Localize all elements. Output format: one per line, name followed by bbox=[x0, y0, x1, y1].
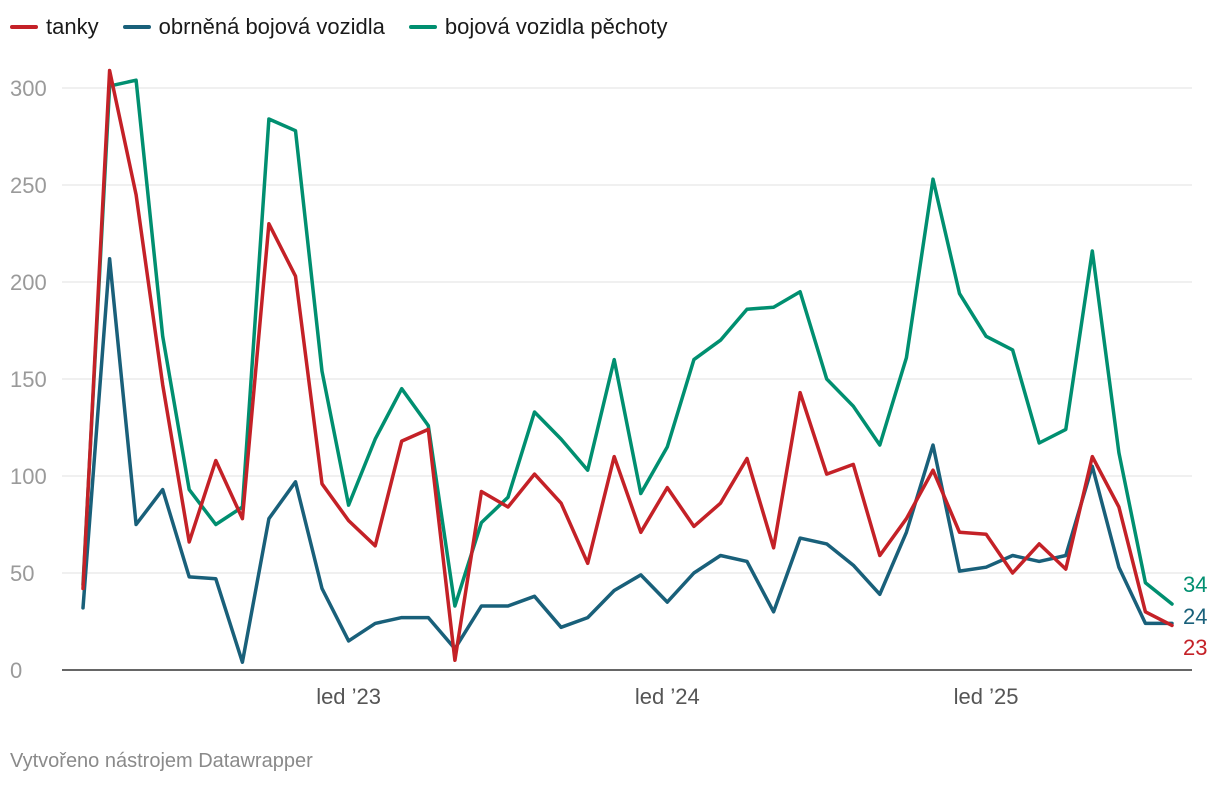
x-axis: led ’23 led ’24 led ’25 bbox=[316, 684, 1018, 709]
series-lines bbox=[81, 68, 1174, 664]
y-tick-label-100: 100 bbox=[10, 464, 47, 489]
credit-text: Vytvořeno nástrojem Datawrapper bbox=[10, 750, 313, 772]
legend-label-tanky: tanky bbox=[46, 14, 99, 39]
y-tick-label-150: 150 bbox=[10, 367, 47, 392]
end-label-2: 34 bbox=[1183, 572, 1207, 597]
legend-item-tanky: tanky bbox=[10, 14, 99, 40]
end-label-1: 24 bbox=[1183, 604, 1207, 629]
chart-legend: tanky obrněná bojová vozidla bojová vozi… bbox=[10, 14, 667, 40]
end-label-0: 23 bbox=[1183, 635, 1207, 660]
legend-swatch-obrnena bbox=[122, 25, 151, 29]
y-tick-label-0: 0 bbox=[10, 658, 22, 683]
legend-item-obrnena: obrněná bojová vozidla bbox=[122, 14, 385, 40]
y-tick-label-250: 250 bbox=[10, 173, 47, 198]
legend-swatch-pechoty bbox=[408, 25, 437, 29]
y-tick-label-50: 50 bbox=[10, 561, 34, 586]
series-line-2 bbox=[81, 78, 1174, 608]
grid-lines bbox=[62, 87, 1192, 671]
y-tick-label-200: 200 bbox=[10, 270, 47, 295]
y-tick-label-300: 300 bbox=[10, 76, 47, 101]
legend-label-obrnena: obrněná bojová vozidla bbox=[158, 14, 385, 39]
legend-item-pechoty: bojová vozidla pěchoty bbox=[408, 14, 668, 40]
x-tick-label-1: led ’24 bbox=[635, 684, 700, 709]
y-axis: 0 50 100 150 200 250 300 bbox=[10, 76, 47, 683]
legend-label-pechoty: bojová vozidla pěchoty bbox=[444, 14, 668, 39]
legend-swatch-tanky bbox=[10, 25, 38, 29]
end-labels: 23 24 34 bbox=[1183, 572, 1207, 660]
x-tick-label-2: led ’25 bbox=[954, 684, 1019, 709]
series-line-1 bbox=[81, 256, 1174, 664]
x-tick-label-0: led ’23 bbox=[316, 684, 381, 709]
series-line-0 bbox=[81, 68, 1174, 663]
